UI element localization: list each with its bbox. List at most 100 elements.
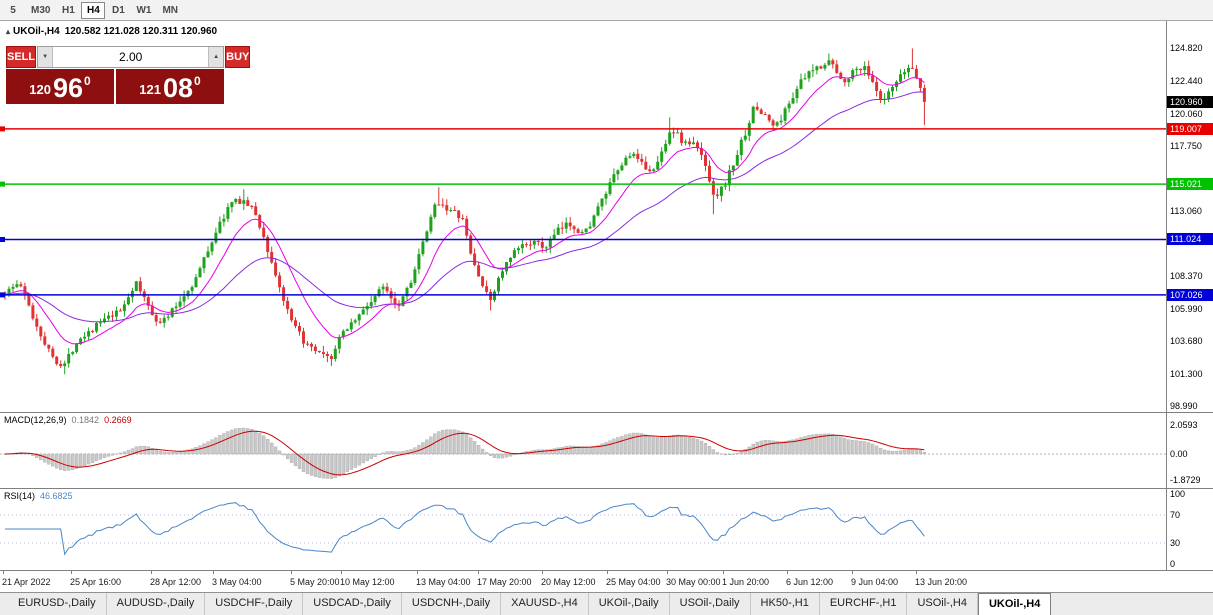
time-axis-tick [723, 571, 724, 574]
time-axis-label: 10 May 12:00 [340, 577, 395, 587]
current-price-badge: 120.960 [1167, 95, 1213, 108]
chart-tab-usoil-daily[interactable]: USOil-,Daily [670, 593, 751, 615]
collapse-arrow-icon[interactable]: ▴ [6, 27, 11, 36]
rsi-title: RSI(14) [4, 491, 36, 501]
time-axis-tick [478, 571, 479, 574]
rsi-indicator-label: RSI(14) 46.6825 [4, 491, 73, 501]
time-axis-label: 21 Apr 2022 [2, 577, 51, 587]
time-axis-label: 30 May 00:00 [666, 577, 721, 587]
timeframe-toolbar: 5 M30 H1 H4 D1 W1 MN [0, 0, 1213, 21]
time-axis-tick [417, 571, 418, 574]
sell-price-big: 96 [52, 73, 84, 103]
time-axis-label: 20 May 12:00 [541, 577, 596, 587]
time-axis-tick [213, 571, 214, 574]
chart-tab-usdchf-daily[interactable]: USDCHF-,Daily [205, 593, 304, 615]
timeframe-button-5[interactable]: 5 [1, 1, 25, 19]
buy-price-prefix: 121 [139, 82, 161, 97]
price-axis-label: 98.990 [1170, 401, 1198, 412]
trade-controls-row: SELL ▼ ▲ BUY [6, 46, 251, 68]
time-axis-label: 13 May 04:00 [416, 577, 471, 587]
macd-indicator-pane[interactable] [0, 412, 1213, 488]
time-axis-tick [71, 571, 72, 574]
chart-tab-eurusd-daily[interactable]: EURUSD-,Daily [8, 593, 107, 615]
chart-tab-xauusd-h4[interactable]: XAUUSD-,H4 [501, 593, 589, 615]
hline-price-badge: 107.026 [1167, 288, 1213, 301]
chart-tab-bar: EURUSD-,Daily AUDUSD-,Daily USDCHF-,Daily U… [0, 592, 1213, 615]
rsi-indicator-pane[interactable] [0, 488, 1213, 570]
sell-price-display[interactable]: 120 96 0 [6, 69, 114, 104]
time-axis-label: 6 Jun 12:00 [786, 577, 834, 587]
chart-tab-usdcnh-daily[interactable]: USDCNH-,Daily [402, 593, 502, 615]
price-axis-label: 101.300 [1170, 369, 1203, 380]
time-axis-label: 1 Jun 20:00 [722, 577, 770, 587]
rsi-value: 46.6825 [40, 491, 73, 501]
price-axis-label: 113.060 [1170, 206, 1202, 217]
chart-symbol: UKOil-,H4 [13, 26, 60, 37]
timeframe-button-h1[interactable]: H1 [56, 1, 81, 19]
time-axis-label: 25 Apr 16:00 [70, 577, 122, 587]
volume-input[interactable] [53, 47, 209, 67]
volume-decrease-button[interactable]: ▼ [38, 47, 54, 67]
price-axis-label: 117.750 [1170, 141, 1202, 152]
chart-tab-hk50-h1[interactable]: HK50-,H1 [751, 593, 820, 615]
hline-price-badge: 111.024 [1167, 233, 1213, 246]
macd-value-signal: 0.2669 [104, 415, 132, 425]
macd-title: MACD(12,26,9) [4, 415, 67, 425]
buy-price-display[interactable]: 121 08 0 [116, 69, 224, 104]
timeframe-button-d1[interactable]: D1 [106, 1, 131, 19]
timeframe-button-m30[interactable]: M30 [26, 1, 56, 19]
price-axis-label: 105.990 [1170, 304, 1203, 315]
macd-axis-label: -1.8729 [1170, 475, 1201, 485]
chart-area[interactable]: ▴ UKOil-,H4 120.582 121.028 120.311 120.96… [0, 21, 1213, 592]
chart-tab-ukoil-daily[interactable]: UKOil-,Daily [589, 593, 670, 615]
time-axis-label: 9 Jun 04:00 [851, 577, 899, 587]
time-axis-tick [667, 571, 668, 574]
timeframe-button-mn[interactable]: MN [157, 1, 184, 19]
price-axis-label: 108.370 [1170, 271, 1203, 282]
chart-ohlc-values: 120.582 121.028 120.311 120.960 [64, 26, 218, 37]
price-axis-label: 122.440 [1170, 76, 1203, 87]
time-axis-tick [151, 571, 152, 574]
chart-tab-eurchf-h1[interactable]: EURCHF-,H1 [820, 593, 908, 615]
sell-price-sup: 0 [84, 74, 91, 88]
candlestick-chart[interactable] [0, 21, 1213, 412]
sell-button[interactable]: SELL [6, 46, 37, 68]
rsi-axis-label: 100 [1170, 489, 1186, 499]
volume-control: ▼ ▲ [37, 46, 225, 68]
time-axis-tick [607, 571, 608, 574]
chart-tab-usdcad-daily[interactable]: USDCAD-,Daily [303, 593, 402, 615]
buy-price-sup: 0 [194, 74, 201, 88]
time-axis-tick [3, 571, 4, 574]
chart-tab-audusd-daily[interactable]: AUDUSD-,Daily [107, 593, 206, 615]
time-axis-label: 28 Apr 12:00 [150, 577, 202, 587]
macd-axis-label: 0.00 [1170, 449, 1188, 459]
macd-axis-label: 2.0593 [1170, 420, 1198, 430]
price-axis-label: 120.060 [1170, 109, 1203, 120]
macd-indicator-label: MACD(12,26,9) 0.1842 0.2669 [4, 415, 132, 425]
trade-prices-row: 120 96 0 121 08 0 [6, 69, 224, 104]
time-axis-label: 17 May 20:00 [477, 577, 532, 587]
chart-ohlc-header: ▴ UKOil-,H4 120.582 121.028 120.311 120.96… [6, 26, 217, 37]
time-axis-tick [341, 571, 342, 574]
volume-increase-button[interactable]: ▲ [208, 47, 224, 67]
time-axis-tick [852, 571, 853, 574]
chart-tab-usoil-h4[interactable]: USOil-,H4 [907, 593, 978, 615]
sell-price-prefix: 120 [29, 82, 51, 97]
macd-value-main: 0.1842 [71, 415, 100, 425]
buy-price-big: 08 [162, 73, 194, 103]
rsi-axis-label: 0 [1170, 559, 1176, 569]
hline-price-badge: 119.007 [1167, 122, 1213, 135]
chart-tab-ukoil-h4[interactable]: UKOil-,H4 [977, 593, 1052, 615]
time-axis-tick [787, 571, 788, 574]
price-axis-label: 124.820 [1170, 43, 1203, 54]
time-axis-label: 13 Jun 20:00 [915, 577, 968, 587]
rsi-axis-label: 70 [1170, 510, 1181, 520]
timeframe-button-w1[interactable]: W1 [131, 1, 157, 19]
price-axis-label: 103.680 [1170, 336, 1203, 347]
time-axis[interactable]: 21 Apr 2022 25 Apr 16:00 28 Apr 12:00 3 May… [0, 570, 1213, 592]
buy-button[interactable]: BUY [225, 46, 251, 68]
time-axis-tick [291, 571, 292, 574]
timeframe-button-h4[interactable]: H4 [81, 1, 106, 19]
